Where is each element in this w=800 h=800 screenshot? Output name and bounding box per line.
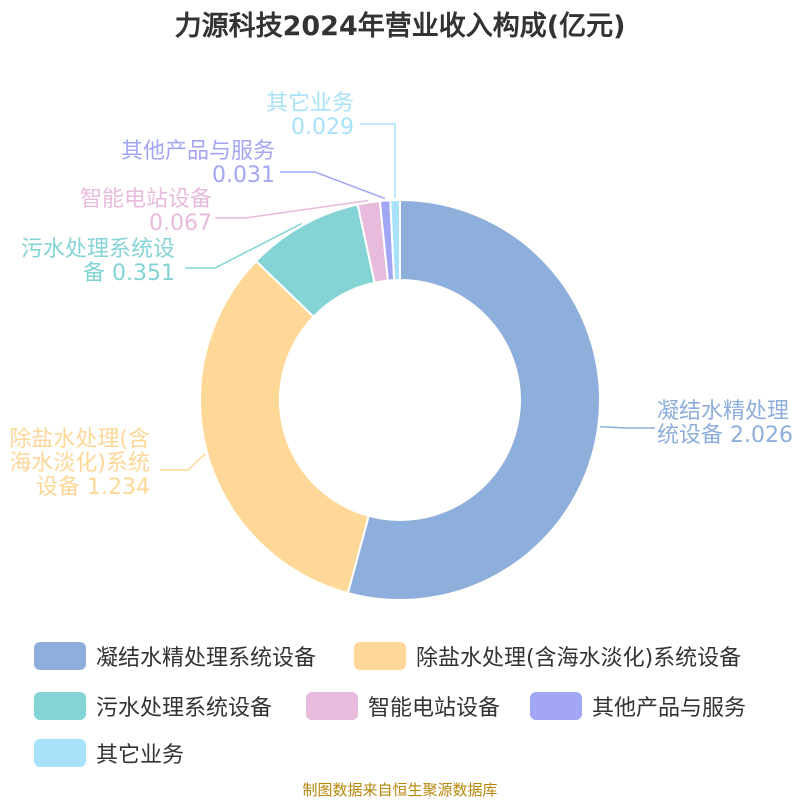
- legend-item-1[interactable]: 凝结水精处理系统设备: [34, 636, 316, 676]
- leader-line-4: [215, 199, 369, 219]
- legend-swatch-2: [354, 642, 406, 670]
- slice-label-1: 凝结水精处理统设备 2.026: [657, 399, 793, 448]
- legend-swatch-1: [34, 642, 86, 670]
- legend-item-3[interactable]: 污水处理系统设备: [34, 686, 272, 726]
- legend-label-3: 污水处理系统设备: [96, 696, 273, 721]
- donut-slice-1[interactable]: [346, 198, 601, 601]
- slice-label-3: 污水处理系统设备 0.351: [21, 237, 175, 286]
- legend-item-2[interactable]: 除盐水处理(含海水淡化)系统设备: [354, 636, 741, 676]
- leader-line-2: [160, 453, 206, 471]
- legend-item-5[interactable]: 其他产品与服务: [530, 686, 746, 726]
- legend-swatch-5: [530, 692, 582, 720]
- legend-label-4: 智能电站设备: [368, 696, 501, 721]
- legend-item-4[interactable]: 智能电站设备: [306, 686, 500, 726]
- leader-line-5: [280, 171, 386, 200]
- source-note: 制图数据来自恒生聚源数据库: [302, 781, 498, 799]
- donut-slice-6[interactable]: [389, 198, 401, 282]
- leader-line-6: [360, 123, 396, 199]
- donut-slice-2[interactable]: [199, 259, 370, 595]
- legend-label-5: 其他产品与服务: [592, 696, 747, 721]
- slice-label-2: 除盐水处理(含海水淡化)系统设备 1.234: [9, 427, 150, 500]
- legend-label-2: 除盐水处理(含海水淡化)系统设备: [416, 646, 742, 671]
- legend-swatch-6: [34, 739, 86, 767]
- legend-item-6[interactable]: 其它业务: [34, 733, 184, 773]
- slice-label-6: 其它业务 0.029: [266, 91, 354, 140]
- legend-swatch-4: [306, 692, 358, 720]
- legend-label-6: 其它业务: [96, 743, 185, 768]
- leader-line-1: [600, 425, 655, 429]
- chart-title: 力源科技2024年营业收入构成(亿元): [174, 11, 626, 42]
- legend-swatch-3: [34, 692, 86, 720]
- slice-label-4: 智能电站设备 0.067: [80, 187, 212, 236]
- slice-label-5: 其他产品与服务 0.031: [121, 139, 275, 188]
- leader-line-3: [185, 222, 303, 269]
- legend-label-1: 凝结水精处理系统设备: [96, 646, 317, 671]
